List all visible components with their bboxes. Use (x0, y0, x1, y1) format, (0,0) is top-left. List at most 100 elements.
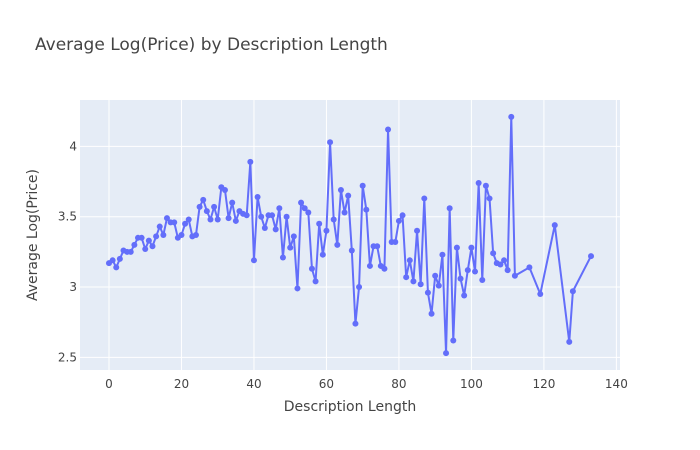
data-point (323, 227, 330, 234)
data-point (287, 244, 294, 251)
y-tick-label: 3 (69, 280, 77, 294)
data-point (486, 195, 493, 202)
data-point (504, 267, 511, 274)
x-tick-labels: 0 20 40 60 80 100 120 140 (105, 377, 628, 391)
chart-title: Average Log(Price) by Description Length (35, 35, 388, 55)
data-point (537, 291, 544, 298)
data-point (214, 216, 221, 223)
y-tick-labels: 2.5 3 3.5 4 (58, 139, 77, 364)
data-point (406, 257, 413, 264)
data-point (443, 350, 450, 357)
data-point (508, 113, 515, 120)
data-point (482, 182, 489, 189)
data-point (247, 158, 254, 165)
data-point (283, 213, 290, 220)
data-point (359, 182, 366, 189)
data-point (207, 216, 214, 223)
data-point (116, 255, 123, 262)
data-point (428, 310, 435, 317)
data-point (229, 199, 236, 206)
data-point (156, 223, 163, 230)
data-point (511, 272, 518, 279)
data-point (138, 234, 145, 241)
data-point (501, 257, 508, 264)
data-point (457, 275, 464, 282)
x-tick-label: 140 (605, 377, 628, 391)
data-point (243, 212, 250, 219)
data-point (345, 192, 352, 199)
data-point (475, 179, 482, 186)
x-tick-label: 100 (460, 377, 483, 391)
data-point (334, 241, 341, 248)
data-point (254, 194, 261, 201)
data-point (261, 224, 268, 231)
data-point (298, 199, 305, 206)
data-point (127, 248, 134, 255)
data-points (105, 113, 595, 357)
data-point (439, 251, 446, 258)
x-tick-label: 20 (174, 377, 189, 391)
data-point (352, 320, 359, 327)
data-point (461, 292, 468, 299)
data-point (464, 267, 471, 274)
data-point (308, 265, 315, 272)
data-point (472, 268, 479, 275)
x-tick-label: 80 (391, 377, 406, 391)
data-point (149, 243, 156, 250)
data-point (196, 203, 203, 210)
data-point (330, 216, 337, 223)
x-axis-title: Description Length (284, 399, 416, 415)
y-tick-label: 2.5 (58, 350, 77, 364)
data-point (497, 261, 504, 268)
data-point (272, 226, 279, 233)
data-point (312, 278, 319, 285)
data-point (399, 212, 406, 219)
data-point (160, 232, 167, 238)
data-point (566, 338, 573, 345)
data-point (435, 282, 442, 289)
data-point (414, 227, 421, 234)
data-point (588, 253, 595, 260)
data-point (178, 232, 185, 238)
data-point (446, 205, 453, 212)
data-point (294, 285, 301, 292)
data-point (319, 251, 326, 258)
data-point (569, 288, 576, 295)
data-point (200, 196, 207, 203)
data-point (203, 208, 210, 215)
data-point (490, 250, 497, 257)
data-point (450, 337, 457, 344)
data-point (171, 219, 178, 226)
data-point (341, 209, 348, 216)
data-point (363, 206, 370, 213)
x-tick-label: 40 (246, 377, 261, 391)
data-point (232, 217, 239, 224)
data-point (417, 281, 424, 288)
data-point (479, 277, 486, 283)
x-tick-label: 0 (105, 377, 113, 391)
data-point (153, 233, 160, 240)
data-point (250, 257, 257, 264)
x-tick-label: 60 (319, 377, 334, 391)
data-point (301, 205, 308, 212)
data-point (327, 139, 334, 146)
data-point (185, 216, 192, 223)
data-point (269, 212, 276, 219)
data-point (432, 272, 439, 279)
data-point (211, 203, 218, 210)
data-point (374, 243, 381, 250)
data-point (113, 264, 120, 271)
data-point (109, 257, 116, 264)
data-point (276, 205, 283, 212)
data-point (468, 244, 475, 251)
data-point (337, 187, 344, 193)
data-point (403, 274, 410, 281)
data-point (356, 284, 363, 291)
data-point (258, 213, 265, 220)
data-point (142, 246, 149, 253)
data-point (221, 187, 228, 193)
data-point (290, 233, 297, 240)
data-point (316, 220, 323, 227)
